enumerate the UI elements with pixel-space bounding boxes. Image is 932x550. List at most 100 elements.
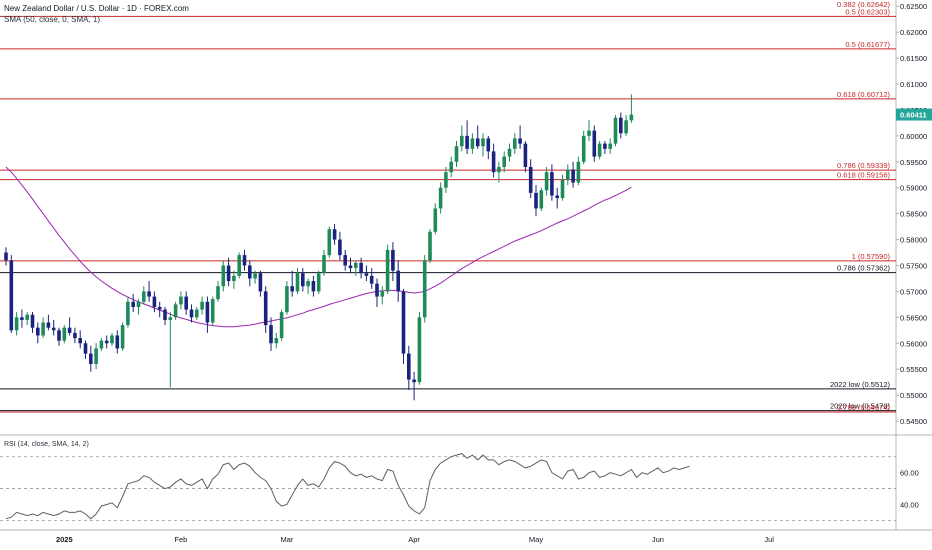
candle-body xyxy=(407,353,411,380)
fib-level-label: 2022 low (0.5512) xyxy=(830,380,891,389)
candle-body xyxy=(46,322,51,328)
candle-body xyxy=(232,275,236,282)
candle-body xyxy=(597,143,602,157)
candle-body xyxy=(385,249,390,292)
candle-body xyxy=(555,195,559,199)
candle-body xyxy=(104,340,109,344)
candle-body xyxy=(422,260,427,318)
fib-level-label: 1 (0.57590) xyxy=(852,252,891,261)
candle-body xyxy=(142,291,146,302)
candle-body xyxy=(359,262,363,274)
time-tick-label: Jun xyxy=(652,535,664,544)
candle-body xyxy=(221,265,226,287)
candle-body xyxy=(290,286,294,292)
candle-body xyxy=(253,273,257,279)
price-tick-label: 0.57500 xyxy=(900,261,927,270)
candle-body xyxy=(73,332,77,339)
candle-body xyxy=(539,190,544,209)
candle-body xyxy=(438,187,443,209)
fib-level-label: 0.5 (0.62303) xyxy=(845,7,890,16)
candle-body xyxy=(301,273,305,287)
candle-body xyxy=(391,249,395,271)
candle-body xyxy=(131,301,135,307)
candle-body xyxy=(322,255,326,274)
fib-level-label: 0.786 (0.57362) xyxy=(837,264,890,273)
price-tick-label: 0.59000 xyxy=(900,184,927,193)
rsi-tick-label: 40.00 xyxy=(900,500,919,509)
candle-body xyxy=(242,255,247,266)
candle-body xyxy=(380,291,385,297)
candle-body xyxy=(189,309,194,318)
candle-body xyxy=(184,296,188,310)
candle-body xyxy=(375,283,379,297)
candle-body xyxy=(173,304,178,318)
candle-body xyxy=(51,327,56,331)
candle-body xyxy=(587,130,591,136)
candle-body xyxy=(147,291,151,297)
candle-body xyxy=(168,317,173,320)
candle-body xyxy=(4,252,8,261)
candle-body xyxy=(57,330,61,341)
price-tick-label: 0.59500 xyxy=(900,158,927,167)
candle-body xyxy=(534,192,538,209)
candle-body xyxy=(343,255,347,266)
candle-body xyxy=(518,138,522,144)
candle-body xyxy=(157,306,162,310)
candle-body xyxy=(14,317,19,331)
candle-body xyxy=(449,161,453,173)
grid xyxy=(0,0,932,531)
candle-body xyxy=(460,135,464,147)
candle-body xyxy=(30,314,35,328)
price-tick-label: 0.61000 xyxy=(900,80,927,89)
current-price-label: 0.60411 xyxy=(900,111,927,120)
price-tick-label: 0.60000 xyxy=(900,132,927,141)
candle-body xyxy=(619,117,623,134)
candle-body xyxy=(115,335,120,349)
candle-body xyxy=(163,309,167,320)
fib-level-label: 0.618 (0.59156) xyxy=(837,171,890,180)
candle-body xyxy=(152,296,157,307)
candle-body xyxy=(613,117,618,144)
candle-body xyxy=(581,135,586,162)
candle-body xyxy=(195,309,199,318)
candle-body xyxy=(226,265,231,282)
candle-body xyxy=(62,327,67,341)
candle-body xyxy=(523,143,528,167)
candle-body xyxy=(327,229,332,256)
candles xyxy=(4,94,634,401)
time-tick-label: Feb xyxy=(174,535,187,544)
candle-body xyxy=(306,281,310,287)
candle-body xyxy=(481,138,485,147)
candle-body xyxy=(285,286,289,313)
candle-body xyxy=(274,338,279,344)
time-axis: 2025 Feb Mar Apr May Jun Jul xyxy=(56,535,774,544)
candle-body xyxy=(338,239,342,256)
current-price-tag xyxy=(896,108,932,121)
candle-body xyxy=(316,273,321,292)
candle-body xyxy=(258,273,263,292)
candle-body xyxy=(497,166,501,173)
candle-body xyxy=(603,143,607,149)
fib-level-label: 0.382 (0.62642) xyxy=(837,0,890,9)
candle-body xyxy=(412,379,416,383)
candle-body xyxy=(428,231,432,261)
price-tick-label: 0.58000 xyxy=(900,236,927,245)
price-axis: 0.625000.620000.615000.610000.605000.600… xyxy=(896,2,932,426)
candle-body xyxy=(396,270,400,292)
candle-body xyxy=(444,172,448,188)
candle-body xyxy=(364,273,369,276)
fib-levels: 0.382 (0.62642)0.5 (0.62303) 0.5 (0.61677… xyxy=(0,0,896,413)
candle-body xyxy=(205,301,210,323)
candle-body xyxy=(36,327,40,336)
time-tick-label: Jul xyxy=(764,535,774,544)
candle-body xyxy=(263,291,268,326)
candle-body xyxy=(550,172,554,196)
candle-body xyxy=(311,281,316,292)
candle-body xyxy=(491,151,496,173)
candle-body xyxy=(237,255,241,276)
candle-body xyxy=(20,317,24,320)
price-tick-label: 0.55000 xyxy=(900,391,927,400)
candle-body xyxy=(513,138,517,149)
price-tick-label: 0.54500 xyxy=(900,417,927,426)
